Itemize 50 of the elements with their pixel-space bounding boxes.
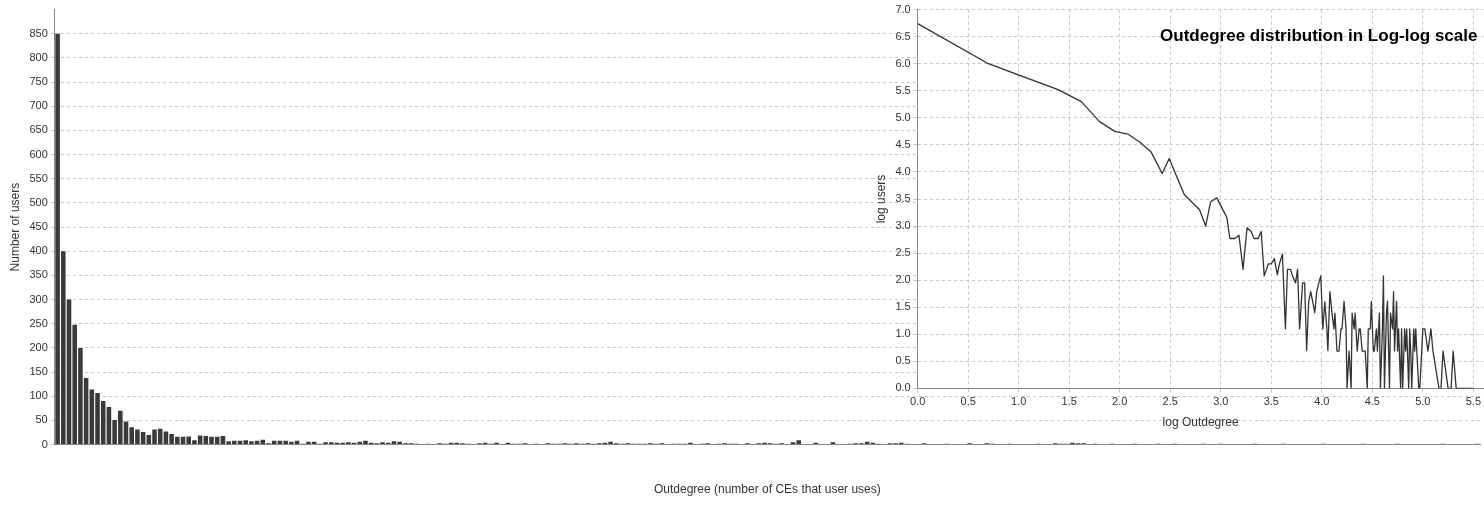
y-tick-label: 5.5 xyxy=(895,83,911,96)
y-tick-label: 800 xyxy=(29,50,48,63)
y-tick-label: 3.5 xyxy=(895,192,911,205)
x-tick-label: 1.0 xyxy=(1011,395,1027,408)
x-tick-label: 5.5 xyxy=(1465,395,1481,408)
x-tick-label: 2.5 xyxy=(1162,395,1178,408)
y-axis-title: log users xyxy=(873,174,888,224)
y-tick-label: 350 xyxy=(29,268,48,281)
x-tick-label: 0.5 xyxy=(960,395,976,408)
y-tick-label: 4.5 xyxy=(895,137,911,150)
y-tick-label: 100 xyxy=(29,389,48,402)
x-tick-label: 1.5 xyxy=(1061,395,1077,408)
y-tick-label: 500 xyxy=(29,195,48,208)
y-tick-label: 650 xyxy=(29,123,48,136)
y-tick-label: 750 xyxy=(29,75,48,88)
y-tick-label: 250 xyxy=(29,316,48,329)
y-tick-label: 300 xyxy=(29,292,48,305)
y-tick-label: 5.0 xyxy=(895,110,911,123)
y-tick-label: 2.5 xyxy=(895,246,911,259)
y-tick-label: 450 xyxy=(29,220,48,233)
y-tick-label: 50 xyxy=(35,413,48,426)
y-axis-title: Number of users xyxy=(7,182,22,272)
y-tick-label: 0.0 xyxy=(895,381,911,394)
x-tick-label: 5.0 xyxy=(1415,395,1431,408)
x-tick-label: 3.0 xyxy=(1213,395,1229,408)
y-tick-label: 200 xyxy=(29,340,48,353)
y-tick-label: 6.0 xyxy=(895,56,911,69)
y-tick-label: 1.0 xyxy=(895,327,911,340)
y-tick-label: 550 xyxy=(29,171,48,184)
y-tick-label: 2.0 xyxy=(895,273,911,286)
x-axis-title: Outdegree (number of CEs that user uses) xyxy=(653,482,881,497)
x-tick-label: 4.0 xyxy=(1314,395,1330,408)
y-tick-label: 3.0 xyxy=(895,219,911,232)
x-tick-label: 0.0 xyxy=(910,395,926,408)
x-tick-label: 3.5 xyxy=(1263,395,1279,408)
y-tick-label: 4.0 xyxy=(895,164,911,177)
y-tick-label: 150 xyxy=(29,365,48,378)
y-tick-label: 7.0 xyxy=(895,2,911,15)
y-tick-label: 6.5 xyxy=(895,29,911,42)
y-tick-label: 700 xyxy=(29,99,48,112)
x-axis-title: log Outdegree xyxy=(1162,415,1239,430)
y-tick-label: 850 xyxy=(29,26,48,39)
x-tick-label: 4.5 xyxy=(1364,395,1380,408)
y-tick-label: 400 xyxy=(29,244,48,257)
y-tick-label: 0.5 xyxy=(895,354,911,367)
text: Outdegree distribution in Log-log scale xyxy=(1160,26,1478,46)
y-tick-label: 600 xyxy=(29,147,48,160)
y-tick-label: 1.5 xyxy=(895,300,911,313)
y-tick-label: 0 xyxy=(41,437,48,450)
x-tick-label: 2.0 xyxy=(1112,395,1128,408)
